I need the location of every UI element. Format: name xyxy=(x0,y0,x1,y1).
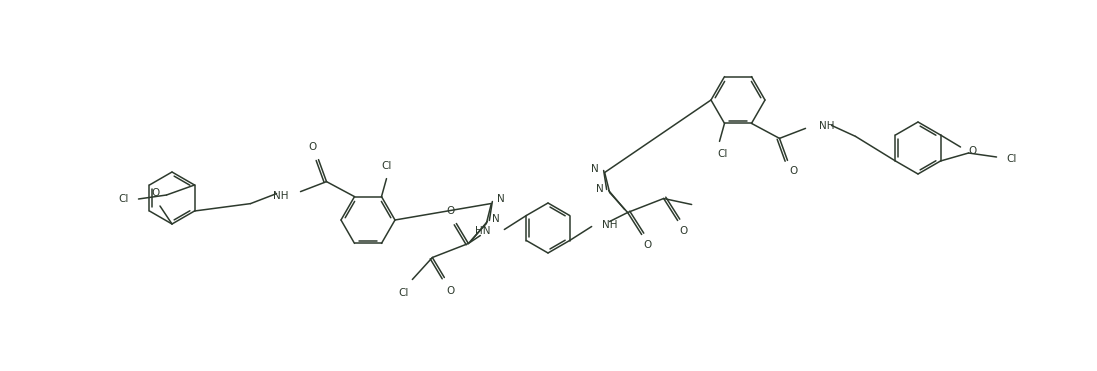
Text: Cl: Cl xyxy=(717,150,727,160)
Text: NH: NH xyxy=(273,191,289,201)
Text: N: N xyxy=(497,194,505,204)
Text: Cl: Cl xyxy=(398,288,408,298)
Text: O: O xyxy=(644,240,652,250)
Text: NH: NH xyxy=(601,220,618,230)
Text: O: O xyxy=(151,188,160,198)
Text: N: N xyxy=(596,184,603,194)
Text: N: N xyxy=(493,214,500,224)
Text: O: O xyxy=(308,142,317,152)
Text: Cl: Cl xyxy=(382,161,392,171)
Text: O: O xyxy=(446,286,454,295)
Text: O: O xyxy=(679,227,688,236)
Text: O: O xyxy=(969,146,976,156)
Text: NH: NH xyxy=(819,121,835,131)
Text: Cl: Cl xyxy=(118,194,128,204)
Text: O: O xyxy=(446,206,454,216)
Text: Cl: Cl xyxy=(1007,154,1017,164)
Text: N: N xyxy=(591,164,599,174)
Text: O: O xyxy=(790,166,798,176)
Text: HN: HN xyxy=(475,227,490,236)
